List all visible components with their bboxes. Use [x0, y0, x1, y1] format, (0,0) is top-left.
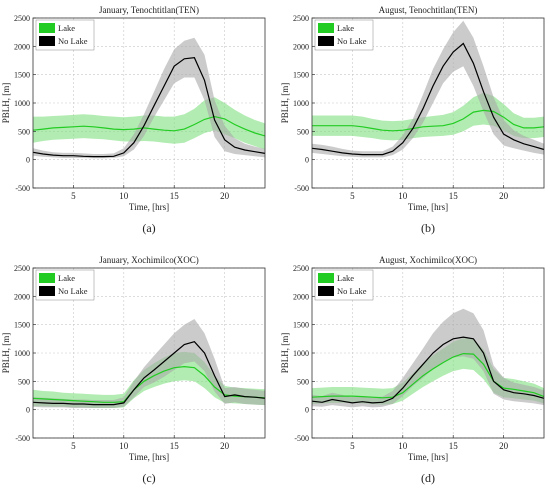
- series-line-no-lake: [32, 57, 266, 158]
- y-tick-label: 2000: [293, 292, 309, 301]
- legend-swatch-no-lake: [318, 286, 334, 296]
- legend-label-no-lake: No Lake: [337, 286, 367, 296]
- y-axis-label: PBLH, [m]: [1, 83, 11, 124]
- legend-label-lake: Lake: [58, 273, 75, 283]
- chart-panel-2: 5 10 15 20 -500 0 500 1000 1500 2000 2500 August, T…: [280, 5, 545, 235]
- x-axis-label: Time, [hrs]: [129, 202, 169, 212]
- chart-title: January, Tenochtitlan(TEN): [99, 5, 199, 15]
- panel-label: (d): [421, 471, 435, 485]
- y-tick-label: 2000: [14, 292, 30, 301]
- y-tick-label: 1000: [293, 99, 309, 108]
- series-line-no-lake: [311, 42, 545, 156]
- y-tick-label: 2000: [293, 42, 309, 51]
- series-band-no-lake: [312, 20, 544, 158]
- x-tick-label: 10: [119, 441, 129, 451]
- panel-label: (a): [142, 221, 155, 235]
- x-tick-label: 5: [71, 441, 76, 451]
- y-axis-label: PBLH, [m]: [1, 333, 11, 374]
- legend-swatch-lake: [318, 273, 334, 283]
- y-tick-label: 1500: [293, 71, 309, 80]
- y-tick-label: 2500: [14, 264, 30, 273]
- series-line-lake: [311, 352, 545, 399]
- y-tick-label: 500: [18, 127, 30, 136]
- x-tick-label: 5: [350, 441, 355, 451]
- y-tick-label: 2500: [293, 14, 309, 23]
- series-line-lake: [312, 109, 545, 132]
- legend: Lake No Lake: [314, 269, 374, 301]
- legend: Lake No Lake: [35, 269, 95, 301]
- x-axis-label: Time, [hrs]: [408, 202, 448, 212]
- y-tick-label: 1500: [14, 71, 30, 80]
- panel-label: (c): [142, 471, 155, 485]
- series-line-no-lake: [311, 336, 545, 404]
- y-tick-label: -500: [15, 434, 30, 443]
- series-band-no-lake: [33, 319, 265, 408]
- x-tick-label: 20: [220, 191, 230, 201]
- legend-label-lake: Lake: [58, 23, 75, 33]
- legend-label-no-lake: No Lake: [58, 286, 88, 296]
- y-tick-label: 0: [26, 156, 30, 165]
- y-tick-label: 500: [18, 377, 30, 386]
- y-tick-label: 500: [297, 127, 309, 136]
- x-tick-label: 15: [170, 191, 180, 201]
- y-tick-label: 1000: [14, 99, 30, 108]
- x-tick-label: 15: [449, 441, 459, 451]
- chart-title: January, Xochimilco(XOC): [99, 255, 198, 265]
- y-axis-label: PBLH, [m]: [280, 83, 290, 124]
- legend-swatch-no-lake: [39, 286, 55, 296]
- y-tick-label: 2000: [14, 42, 30, 51]
- series-line-lake: [32, 115, 266, 137]
- legend-label-no-lake: No Lake: [337, 36, 367, 46]
- x-tick-label: 5: [71, 191, 76, 201]
- legend-swatch-no-lake: [39, 36, 55, 46]
- legend-label-lake: Lake: [337, 23, 354, 33]
- legend-swatch-no-lake: [318, 36, 334, 46]
- series-band-no-lake: [33, 37, 265, 159]
- x-tick-label: 5: [350, 191, 355, 201]
- x-tick-label: 15: [449, 191, 459, 201]
- legend-label-no-lake: No Lake: [58, 36, 88, 46]
- legend-swatch-lake: [39, 273, 55, 283]
- y-tick-label: 1500: [14, 321, 30, 330]
- y-tick-label: 1500: [293, 321, 309, 330]
- y-tick-label: 1000: [14, 349, 30, 358]
- x-tick-label: 20: [499, 441, 509, 451]
- y-tick-label: 0: [305, 156, 309, 165]
- legend-swatch-lake: [318, 23, 334, 33]
- x-axis-label: Time, [hrs]: [129, 452, 169, 462]
- chart-panel-4: 5 10 15 20 -500 0 500 1000 1500 2000 2500 August, X…: [280, 255, 545, 485]
- chart-panel-1: 5 10 15 20 -500 0 500 1000 1500 2000 2500 January, …: [1, 5, 266, 235]
- legend-label-lake: Lake: [337, 273, 354, 283]
- x-tick-label: 20: [499, 191, 509, 201]
- series-line-lake: [32, 365, 266, 403]
- y-tick-label: -500: [15, 184, 30, 193]
- y-tick-label: -500: [294, 184, 309, 193]
- x-tick-label: 10: [398, 191, 408, 201]
- x-tick-label: 10: [119, 191, 129, 201]
- legend-swatch-lake: [39, 23, 55, 33]
- chart-panel-3: 5 10 15 20 -500 0 500 1000 1500 2000 2500 January, …: [1, 255, 266, 485]
- y-tick-label: 2500: [293, 264, 309, 273]
- legend: Lake No Lake: [35, 19, 95, 51]
- y-tick-label: 0: [26, 406, 30, 415]
- x-axis-label: Time, [hrs]: [408, 452, 448, 462]
- chart-title: August, Tenochtitlan(TEN): [379, 5, 478, 15]
- y-tick-label: 1000: [293, 349, 309, 358]
- y-tick-label: -500: [294, 434, 309, 443]
- x-tick-label: 20: [220, 441, 230, 451]
- series-line-no-lake: [32, 341, 266, 406]
- x-tick-label: 10: [398, 441, 408, 451]
- y-tick-label: 2500: [14, 14, 30, 23]
- x-tick-label: 15: [170, 441, 180, 451]
- chart-title: August, Xochimilco(XOC): [379, 255, 477, 265]
- y-tick-label: 500: [297, 377, 309, 386]
- y-tick-label: 0: [305, 406, 309, 415]
- y-axis-label: PBLH, [m]: [280, 333, 290, 374]
- panel-label: (b): [421, 221, 435, 235]
- legend: Lake No Lake: [314, 19, 374, 51]
